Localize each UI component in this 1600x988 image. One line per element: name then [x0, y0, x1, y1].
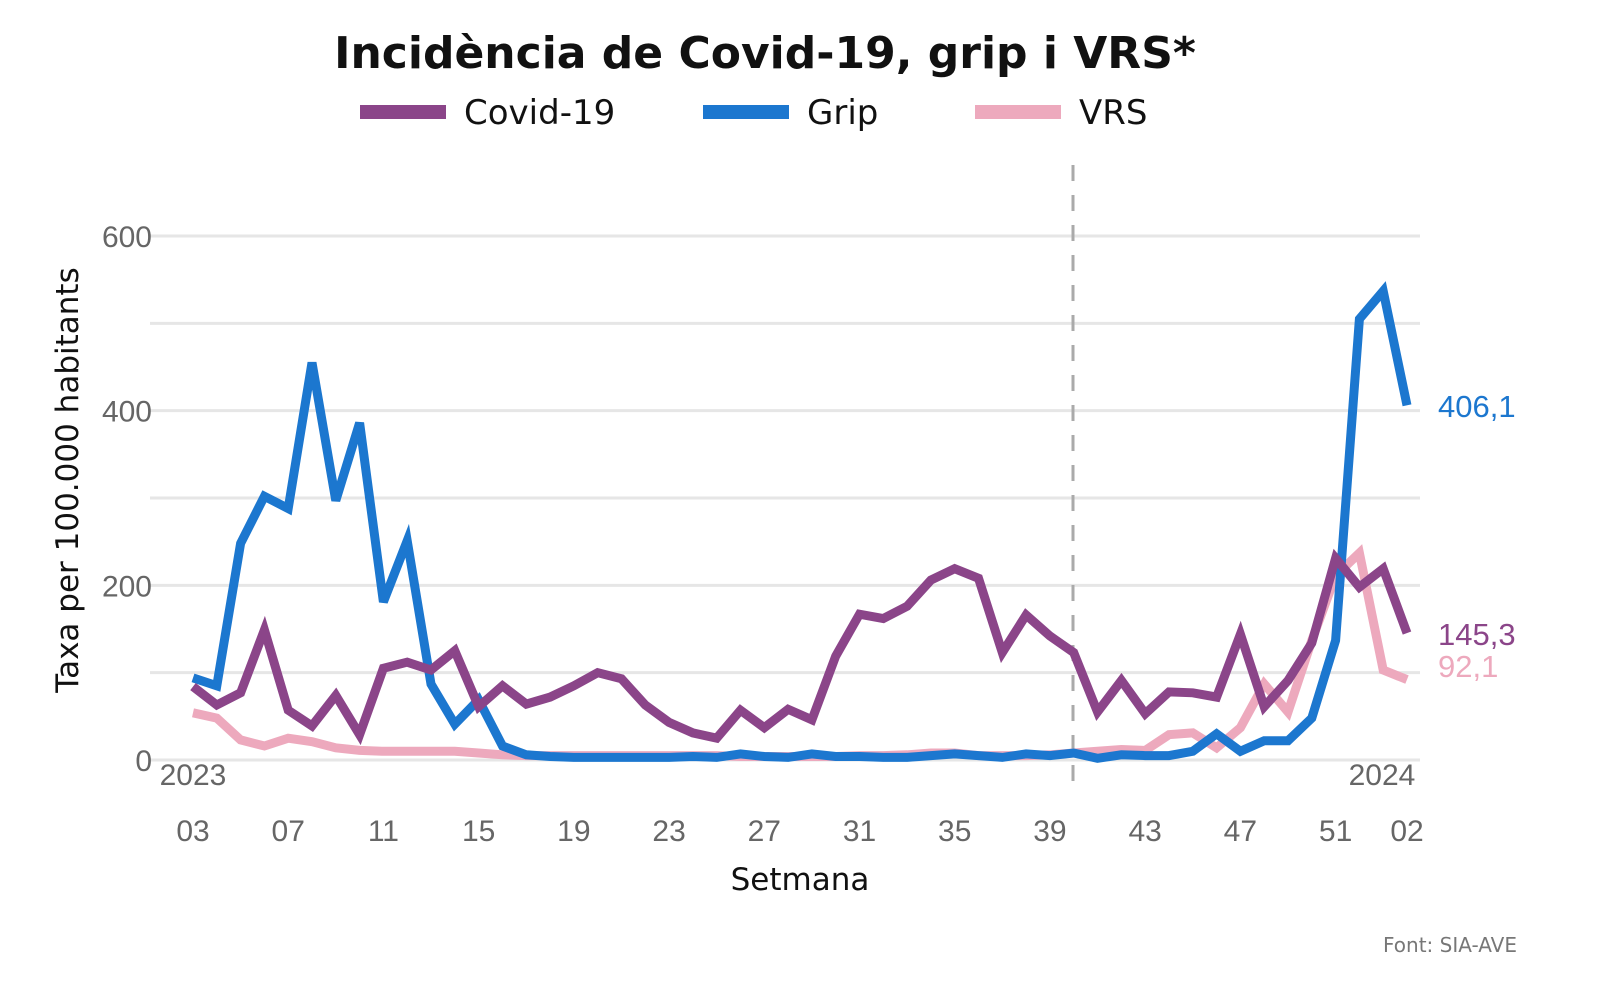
- legend-label-covid-19: Covid-19: [464, 93, 615, 133]
- x-tick-label: 35: [938, 815, 971, 848]
- year-label-end: 2024: [1349, 759, 1416, 792]
- series-line-grip: [191, 281, 1412, 763]
- legend: Covid-19 Grip VRS: [360, 93, 1147, 133]
- legend-label-grip: Grip: [807, 93, 878, 133]
- year-label-start: 2023: [160, 759, 227, 792]
- x-tick-label: 23: [652, 815, 685, 848]
- x-tick-label: 39: [1033, 815, 1066, 848]
- x-tick-label: 47: [1224, 815, 1257, 848]
- series-lines: [190, 281, 1412, 763]
- x-tick-label: 03: [176, 815, 209, 848]
- end-label-vrs: 92,1: [1438, 649, 1498, 684]
- legend-label-vrs: VRS: [1079, 93, 1147, 133]
- x-tick-label: 27: [748, 815, 781, 848]
- x-axis-ticks: 03 07 11 15 19 23 27 31 35 39 43 47 51 02: [176, 815, 1423, 848]
- y-axis-ticks: 0 200 400 600: [102, 221, 152, 778]
- x-tick-label: 07: [272, 815, 305, 848]
- y-tick-label: 200: [102, 570, 152, 603]
- gridlines: [150, 234, 1420, 762]
- series-line-covid-19: [190, 548, 1412, 746]
- x-tick-label: 15: [462, 815, 495, 848]
- x-tick-label: 11: [368, 815, 399, 848]
- y-tick-label: 600: [102, 221, 152, 254]
- x-tick-label: 51: [1319, 815, 1352, 848]
- x-tick-label: 43: [1128, 815, 1161, 848]
- y-axis-label: Taxa per 100.000 habitants: [50, 267, 86, 693]
- x-tick-label: 02: [1390, 815, 1423, 848]
- y-tick-label: 0: [135, 745, 152, 778]
- end-label-grip: 406,1: [1438, 389, 1516, 424]
- chart-title: Incidència de Covid-19, grip i VRS*: [334, 28, 1196, 79]
- x-tick-label: 31: [843, 815, 876, 848]
- source-note: Font: SIA-AVE: [1383, 933, 1517, 957]
- x-tick-label: 19: [557, 815, 590, 848]
- end-label-covid-19: 145,3: [1438, 617, 1516, 652]
- end-labels: 145,3 406,1 92,1: [1438, 389, 1516, 684]
- x-axis-label: Setmana: [731, 862, 870, 898]
- y-tick-label: 400: [102, 396, 152, 429]
- series-line-vrs: [192, 544, 1409, 761]
